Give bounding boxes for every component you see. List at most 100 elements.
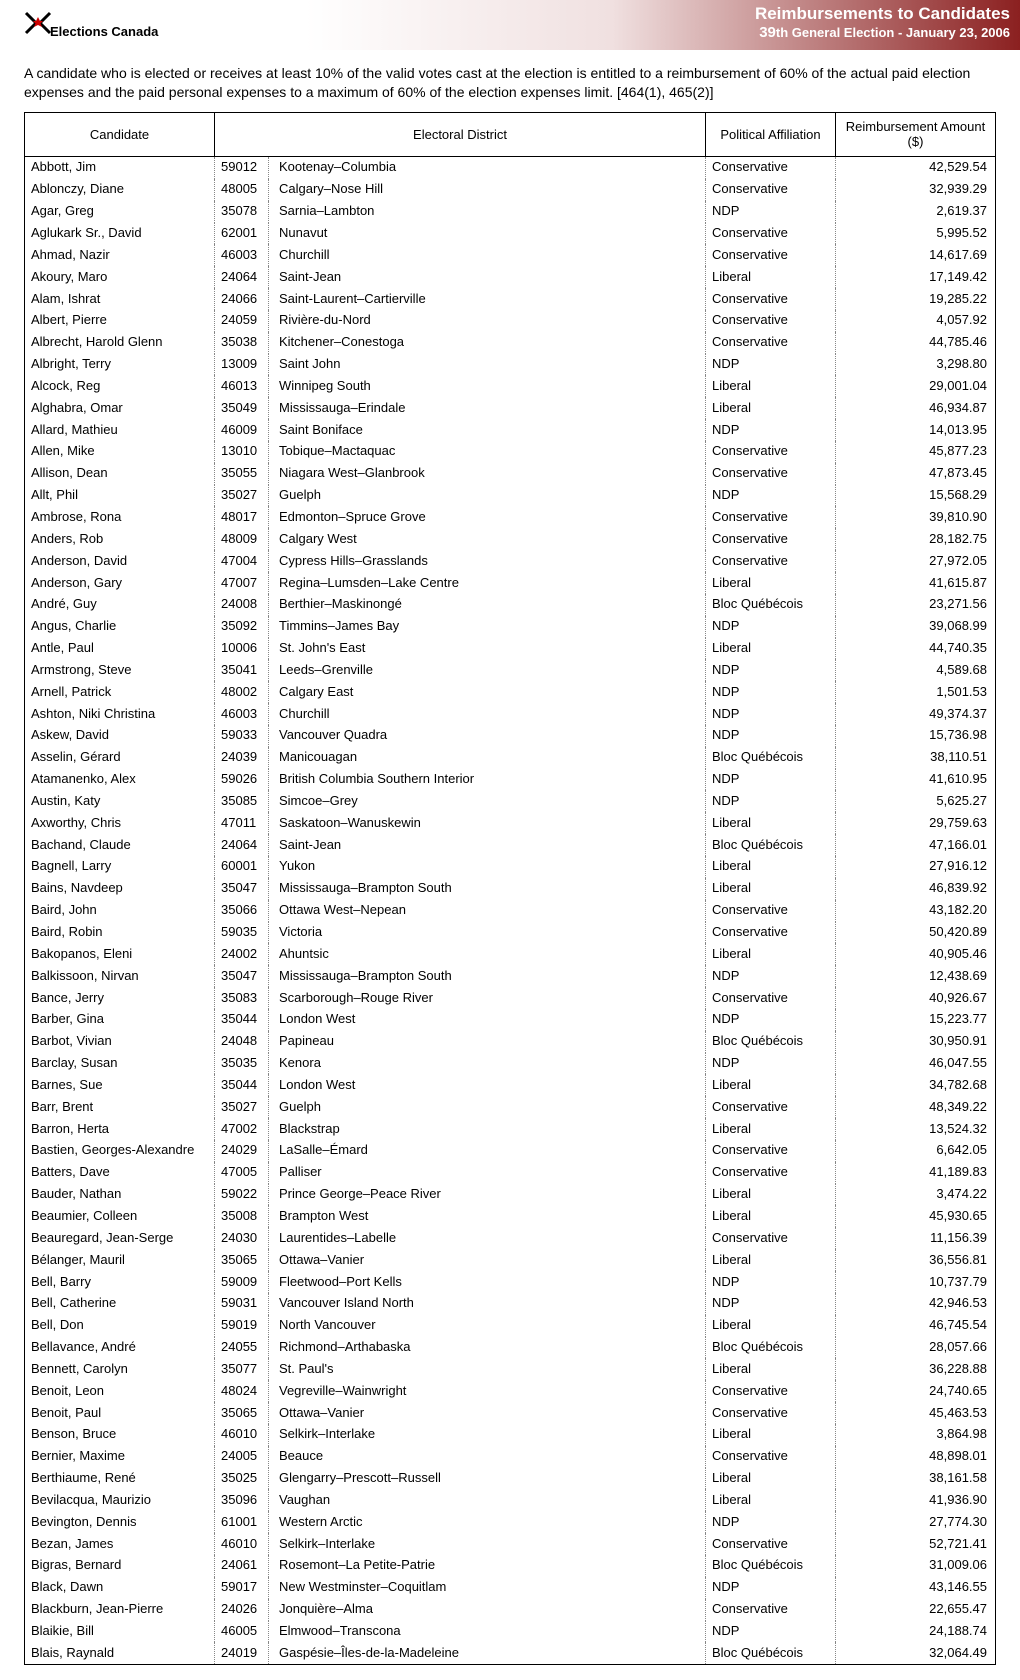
cell-district-code: 24061 xyxy=(215,1555,269,1577)
cell-amount: 41,936.90 xyxy=(836,1489,996,1511)
table-row: Barber, Gina35044 London WestNDP15,223.7… xyxy=(25,1009,996,1031)
cell-amount: 46,047.55 xyxy=(836,1053,996,1075)
cell-candidate: Bennett, Carolyn xyxy=(25,1358,215,1380)
cell-amount: 40,926.67 xyxy=(836,987,996,1009)
cell-district-name: Saint-Laurent–Cartierville xyxy=(269,288,706,310)
cell-district-name: North Vancouver xyxy=(269,1315,706,1337)
cell-district-code: 35077 xyxy=(215,1358,269,1380)
table-row: Barnes, Sue35044 London WestLiberal34,78… xyxy=(25,1074,996,1096)
cell-district-name: Regina–Lumsden–Lake Centre xyxy=(269,572,706,594)
table-row: Bélanger, Mauril35065Ottawa–VanierLibera… xyxy=(25,1249,996,1271)
cell-amount: 2,619.37 xyxy=(836,201,996,223)
cell-party: NDP xyxy=(706,616,836,638)
cell-district-code: 35055 xyxy=(215,463,269,485)
cell-party: NDP xyxy=(706,485,836,507)
cell-district-name: Guelph xyxy=(269,485,706,507)
cell-district-code: 47005 xyxy=(215,1162,269,1184)
cell-district-name: Mississauga–Brampton South xyxy=(269,965,706,987)
table-body: Abbott, Jim59012Kootenay–ColumbiaConserv… xyxy=(25,156,996,1664)
election-number: 39 xyxy=(759,24,776,41)
table-row: Baird, John35066 Ottawa West–NepeanConse… xyxy=(25,900,996,922)
cell-amount: 13,524.32 xyxy=(836,1118,996,1140)
cell-candidate: Benson, Bruce xyxy=(25,1424,215,1446)
cell-candidate: Aglukark Sr., David xyxy=(25,223,215,245)
cell-candidate: Barron, Herta xyxy=(25,1118,215,1140)
table-row: Black, Dawn59017New Westminster–Coquitla… xyxy=(25,1577,996,1599)
header-title: Reimbursements to Candidates xyxy=(755,4,1010,24)
cell-district-name: Jonquière–Alma xyxy=(269,1599,706,1621)
cell-party: NDP xyxy=(706,659,836,681)
cell-candidate: Atamanenko, Alex xyxy=(25,769,215,791)
cell-amount: 43,182.20 xyxy=(836,900,996,922)
header-right: Reimbursements to Candidates 39th Genera… xyxy=(755,0,1020,41)
cell-candidate: Anders, Rob xyxy=(25,528,215,550)
cell-amount: 14,013.95 xyxy=(836,419,996,441)
cell-district-code: 35044 xyxy=(215,1009,269,1031)
cell-party: Conservative xyxy=(706,550,836,572)
table-row: Atamanenko, Alex59026 British Columbia S… xyxy=(25,769,996,791)
cell-district-name: LaSalle–Émard xyxy=(269,1140,706,1162)
cell-amount: 10,737.79 xyxy=(836,1271,996,1293)
cell-district-code: 59017 xyxy=(215,1577,269,1599)
cell-amount: 46,745.54 xyxy=(836,1315,996,1337)
table-row: Bauder, Nathan59022Prince George–Peace R… xyxy=(25,1184,996,1206)
cell-amount: 4,589.68 xyxy=(836,659,996,681)
cell-party: Liberal xyxy=(706,1074,836,1096)
cell-district-name: Vegreville–Wainwright xyxy=(269,1380,706,1402)
table-row: Anderson, Gary47007Regina–Lumsden–Lake C… xyxy=(25,572,996,594)
table-row: Bakopanos, Eleni24002AhuntsicLiberal40,9… xyxy=(25,943,996,965)
cell-amount: 5,995.52 xyxy=(836,223,996,245)
table-row: Barclay, Susan35035KenoraNDP46,047.55 xyxy=(25,1053,996,1075)
cell-amount: 4,057.92 xyxy=(836,310,996,332)
cell-amount: 23,271.56 xyxy=(836,594,996,616)
cell-party: Liberal xyxy=(706,397,836,419)
cell-candidate: Axworthy, Chris xyxy=(25,812,215,834)
table-row: Axworthy, Chris47011Saskatoon–Wanuskewin… xyxy=(25,812,996,834)
cell-district-name: Cypress Hills–Grasslands xyxy=(269,550,706,572)
cell-party: Conservative xyxy=(706,922,836,944)
cell-district-name: Saint Boniface xyxy=(269,419,706,441)
cell-district-code: 35025 xyxy=(215,1468,269,1490)
cell-candidate: Akoury, Maro xyxy=(25,266,215,288)
table-row: Bell, Catherine59031Vancouver Island Nor… xyxy=(25,1293,996,1315)
cell-district-code: 10006 xyxy=(215,638,269,660)
cell-party: Conservative xyxy=(706,1402,836,1424)
cell-district-name: Vancouver Quadra xyxy=(269,725,706,747)
table-row: Allison, Dean35055Niagara West–Glanbrook… xyxy=(25,463,996,485)
cell-amount: 38,110.51 xyxy=(836,747,996,769)
cell-amount: 46,839.92 xyxy=(836,878,996,900)
table-row: Albright, Terry13009Saint JohnNDP3,298.8… xyxy=(25,354,996,376)
cell-candidate: Blaikie, Bill xyxy=(25,1621,215,1643)
cell-district-code: 24002 xyxy=(215,943,269,965)
table-row: Alam, Ishrat24066Saint-Laurent–Cartiervi… xyxy=(25,288,996,310)
cell-party: Conservative xyxy=(706,1380,836,1402)
cell-district-code: 46010 xyxy=(215,1533,269,1555)
cell-candidate: Beaumier, Colleen xyxy=(25,1205,215,1227)
cell-district-name: Papineau xyxy=(269,1031,706,1053)
cell-district-name: Fleetwood–Port Kells xyxy=(269,1271,706,1293)
cell-amount: 44,785.46 xyxy=(836,332,996,354)
cell-party: NDP xyxy=(706,790,836,812)
table-row: Benoit, Paul35065Ottawa–VanierConservati… xyxy=(25,1402,996,1424)
cell-district-name: Winnipeg South xyxy=(269,375,706,397)
cell-candidate: Albright, Terry xyxy=(25,354,215,376)
cell-district-name: Guelph xyxy=(269,1096,706,1118)
table-row: Aglukark Sr., David62001NunavutConservat… xyxy=(25,223,996,245)
cell-district-name: Mississauga–Erindale xyxy=(269,397,706,419)
election-rest: th General Election - January 23, 2006 xyxy=(776,25,1010,40)
cell-candidate: Allen, Mike xyxy=(25,441,215,463)
cell-district-name: Simcoe–Grey xyxy=(269,790,706,812)
cell-candidate: Austin, Katy xyxy=(25,790,215,812)
cell-candidate: Barnes, Sue xyxy=(25,1074,215,1096)
cell-candidate: Blais, Raynald xyxy=(25,1642,215,1664)
cell-amount: 27,972.05 xyxy=(836,550,996,572)
table-row: Barbot, Vivian24048PapineauBloc Québécoi… xyxy=(25,1031,996,1053)
page-header: Elections Canada Reimbursements to Candi… xyxy=(0,0,1020,50)
cell-amount: 1,501.53 xyxy=(836,681,996,703)
cell-party: Conservative xyxy=(706,332,836,354)
cell-district-name: Calgary West xyxy=(269,528,706,550)
cell-amount: 45,930.65 xyxy=(836,1205,996,1227)
logo-text: Elections Canada xyxy=(50,24,158,39)
cell-district-name: Rosemont–La Petite-Patrie xyxy=(269,1555,706,1577)
cell-candidate: Anderson, David xyxy=(25,550,215,572)
